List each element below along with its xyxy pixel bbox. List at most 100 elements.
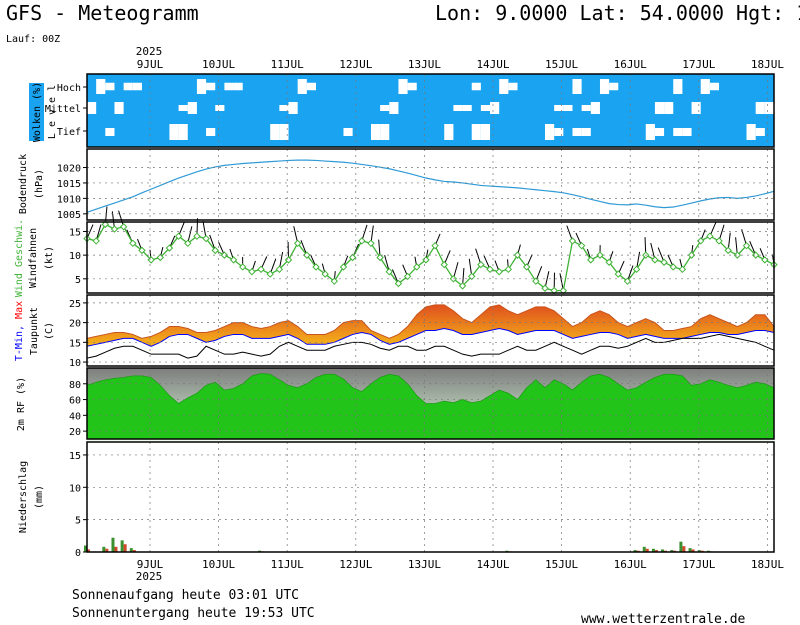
ytick-label: 15 bbox=[69, 227, 81, 238]
wind-speed-point bbox=[669, 263, 677, 271]
date-label-top: 10JUL bbox=[202, 58, 235, 71]
sunset-text: Sonnenuntergang heute 19:53 UTC bbox=[72, 606, 315, 621]
ytick-label: 1005 bbox=[57, 210, 81, 221]
cloud-gap bbox=[87, 102, 97, 114]
ytick-label: 20 bbox=[69, 319, 81, 330]
ytick-label: 25 bbox=[69, 299, 81, 310]
cloud-gap bbox=[224, 82, 234, 91]
cloud-gap bbox=[233, 82, 243, 91]
wind-speed-line bbox=[86, 223, 775, 292]
wind-speed-point bbox=[220, 251, 229, 259]
ytick-label: 40 bbox=[69, 411, 81, 422]
ytick-label: 10 bbox=[69, 483, 81, 494]
dewpoint-legend: Taupunkt bbox=[29, 307, 40, 355]
cloud-gap bbox=[270, 124, 280, 140]
cloud-gap bbox=[407, 82, 417, 91]
date-label-top: 17JUL bbox=[682, 58, 715, 71]
cloud-gap bbox=[178, 124, 188, 140]
cloud-gap bbox=[700, 79, 710, 94]
wind-speed-point bbox=[376, 253, 384, 262]
wind-barb-legend: Windfahnen bbox=[28, 228, 39, 288]
wind-speed-point bbox=[486, 265, 494, 274]
cloud-gap bbox=[673, 128, 683, 136]
cloud-gap bbox=[123, 82, 133, 91]
cloud-gap bbox=[755, 102, 765, 114]
precip-bar bbox=[111, 537, 115, 552]
cloud-gap bbox=[480, 124, 491, 140]
date-label-bottom: 9JUL bbox=[137, 558, 164, 571]
precip-ylabel: Niederschlag bbox=[18, 461, 29, 533]
sunrise-text: Sonnenaufgang heute 03:01 UTC bbox=[72, 588, 299, 603]
date-label-top: 15JUL bbox=[545, 58, 578, 71]
wind-speed-point bbox=[660, 258, 668, 266]
cloud-gap bbox=[471, 82, 481, 91]
cloud-gap bbox=[206, 128, 216, 136]
pressure-ylabel: Bodendruck bbox=[18, 154, 29, 214]
wind-speed-point bbox=[101, 220, 110, 229]
wind-ylabel: Wind Geschwi. bbox=[14, 219, 25, 297]
cloud-gap bbox=[499, 79, 509, 94]
wind-speed-legend: Wind Geschwi. bbox=[14, 219, 25, 297]
pressure-line bbox=[86, 159, 775, 213]
wind-speed-point bbox=[733, 251, 742, 259]
precip-bar bbox=[120, 540, 124, 552]
cloud-gap bbox=[590, 102, 600, 114]
date-label-top: 12JUL bbox=[339, 58, 372, 71]
cloud-level-label: Tief bbox=[57, 127, 81, 138]
precip-bar bbox=[102, 546, 106, 552]
cloud-gap bbox=[654, 128, 665, 136]
cloud-gap bbox=[508, 82, 518, 91]
wind-speed-point bbox=[339, 263, 348, 271]
wind-speed-point bbox=[156, 253, 164, 262]
wind-speed-point bbox=[394, 279, 403, 288]
site-link[interactable]: www.wetterzentrale.de bbox=[581, 612, 746, 625]
precip-bar bbox=[642, 546, 646, 552]
cloud-gap bbox=[132, 82, 142, 91]
cloud-label-bg bbox=[29, 83, 44, 141]
wind-speed-point bbox=[687, 251, 696, 259]
wind-speed-point bbox=[614, 270, 622, 278]
ytick-label: 15 bbox=[69, 338, 81, 349]
wind-speed-point bbox=[532, 277, 540, 285]
wind-speed-point bbox=[413, 263, 421, 271]
precip-bar bbox=[679, 541, 683, 552]
wind-speed-point bbox=[92, 237, 100, 245]
precip-bar bbox=[670, 550, 674, 552]
year-label-bottom: 2025 bbox=[136, 570, 163, 583]
date-label-bottom: 12JUL bbox=[339, 558, 372, 571]
wind-speed-point bbox=[468, 272, 476, 281]
cloud-gap bbox=[480, 105, 491, 111]
wind-speed-point bbox=[174, 232, 183, 240]
wind-speed-point bbox=[138, 246, 146, 255]
cloud-gap bbox=[196, 79, 207, 94]
wind-speed-point bbox=[522, 263, 531, 271]
ytick-label: 0 bbox=[75, 548, 81, 559]
ytick-label: 20 bbox=[69, 427, 81, 438]
precip-bar bbox=[651, 548, 655, 552]
date-label-bottom: 14JUL bbox=[476, 558, 509, 571]
date-label-bottom: 16JUL bbox=[614, 558, 647, 571]
wind-unit: (kt) bbox=[44, 246, 55, 270]
ytick-label: 10 bbox=[69, 358, 81, 369]
precip-bar bbox=[114, 546, 118, 552]
wind-speed-point bbox=[110, 225, 119, 233]
ytick-label: 60 bbox=[69, 396, 81, 407]
date-label-top: 9JUL bbox=[137, 58, 164, 71]
cloud-gap bbox=[709, 82, 720, 91]
cloud-gap bbox=[306, 82, 316, 91]
cloud-gap bbox=[563, 105, 573, 111]
cloud-gap bbox=[471, 124, 481, 140]
precip-bar bbox=[132, 550, 136, 552]
cloud-gap bbox=[297, 79, 307, 94]
wind-speed-point bbox=[761, 256, 769, 264]
precip-bar bbox=[654, 550, 658, 552]
location-info: Lon: 9.0000 Lat: 54.0000 Hgt: 1m bbox=[435, 1, 800, 25]
wind-speed-point bbox=[458, 282, 467, 290]
cloud-gap bbox=[572, 79, 582, 94]
wind-speed-point bbox=[632, 265, 641, 274]
date-label-top: 13JUL bbox=[408, 58, 441, 71]
cloud-gap bbox=[453, 105, 463, 111]
wind-speed-point bbox=[751, 251, 760, 259]
cloud-gap bbox=[654, 102, 665, 114]
cloud-gap bbox=[554, 128, 564, 136]
